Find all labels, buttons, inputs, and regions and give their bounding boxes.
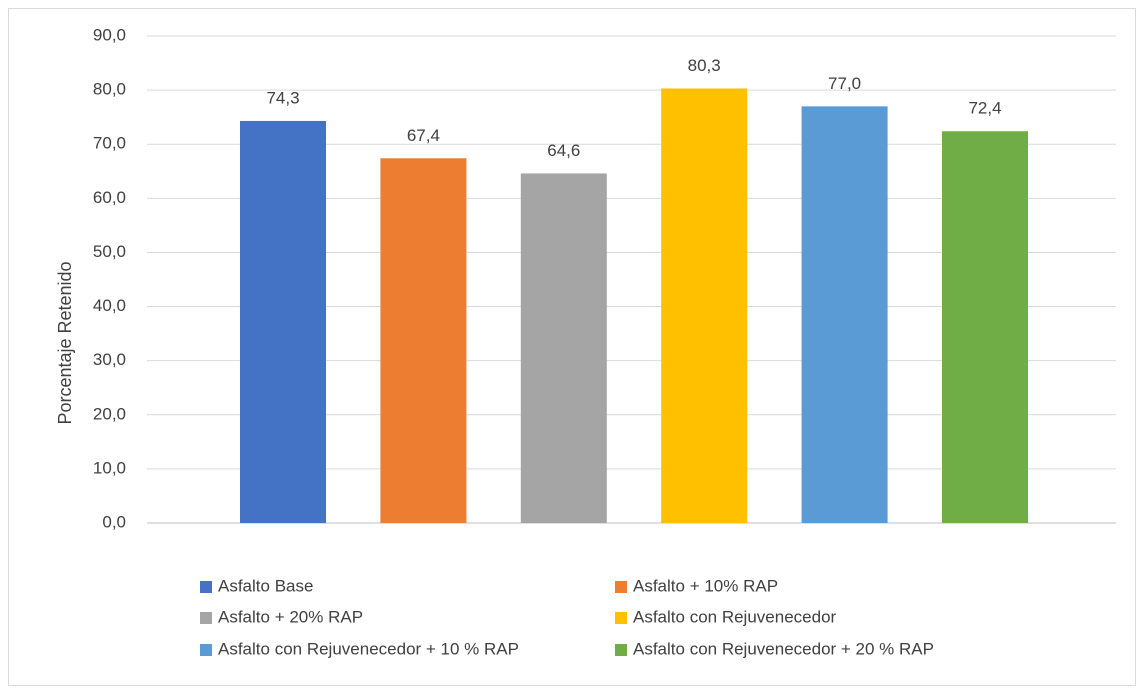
legend-swatch [615,612,627,624]
y-tick-label: 70,0 [93,134,126,153]
data-label: 64,6 [547,141,580,160]
legend-swatch [615,581,627,593]
legend-swatch [200,644,212,656]
bar [942,131,1028,524]
legend-label: Asfalto con Rejuvenecedor [633,607,837,626]
legend-swatch [200,581,212,593]
legend: Asfalto Base Asfalto + 10% RAP Asfalto + 2… [200,576,934,658]
y-tick-label: 0,0 [102,512,126,531]
y-tick-label: 80,0 [93,80,126,99]
legend-label: Asfalto + 10% RAP [633,576,778,595]
bars [240,88,1028,524]
data-label: 72,4 [968,99,1001,118]
y-tick-label: 20,0 [93,404,126,423]
y-axis-ticks: 0,0 10,0 20,0 30,0 40,0 50,0 60,0 70,0 80,0 90,0 [93,25,126,531]
bar [240,120,326,524]
data-labels: 74,3 67,4 64,6 80,3 77,0 72,4 [266,56,1001,160]
y-tick-label: 60,0 [93,188,126,207]
y-tick-label: 30,0 [93,350,126,369]
data-label: 67,4 [407,126,440,145]
legend-label: Asfalto con Rejuvenecedor + 20 % RAP [633,639,934,658]
legend-label: Asfalto Base [218,576,313,595]
y-tick-label: 40,0 [93,296,126,315]
legend-swatch [615,644,627,656]
bar [380,158,467,523]
legend-swatch [200,612,212,624]
data-label: 77,0 [828,74,861,93]
bar [801,106,888,523]
data-label: 80,3 [688,56,721,75]
data-label: 74,3 [266,88,299,107]
y-tick-label: 50,0 [93,242,126,261]
legend-label: Asfalto + 20% RAP [218,607,363,626]
y-tick-label: 10,0 [93,458,126,477]
legend-label: Asfalto con Rejuvenecedor + 10 % RAP [218,639,519,658]
bar [520,173,607,524]
bar [661,88,748,523]
y-tick-label: 90,0 [93,25,126,44]
y-axis-title: Porcentaje Retenido [55,261,75,424]
